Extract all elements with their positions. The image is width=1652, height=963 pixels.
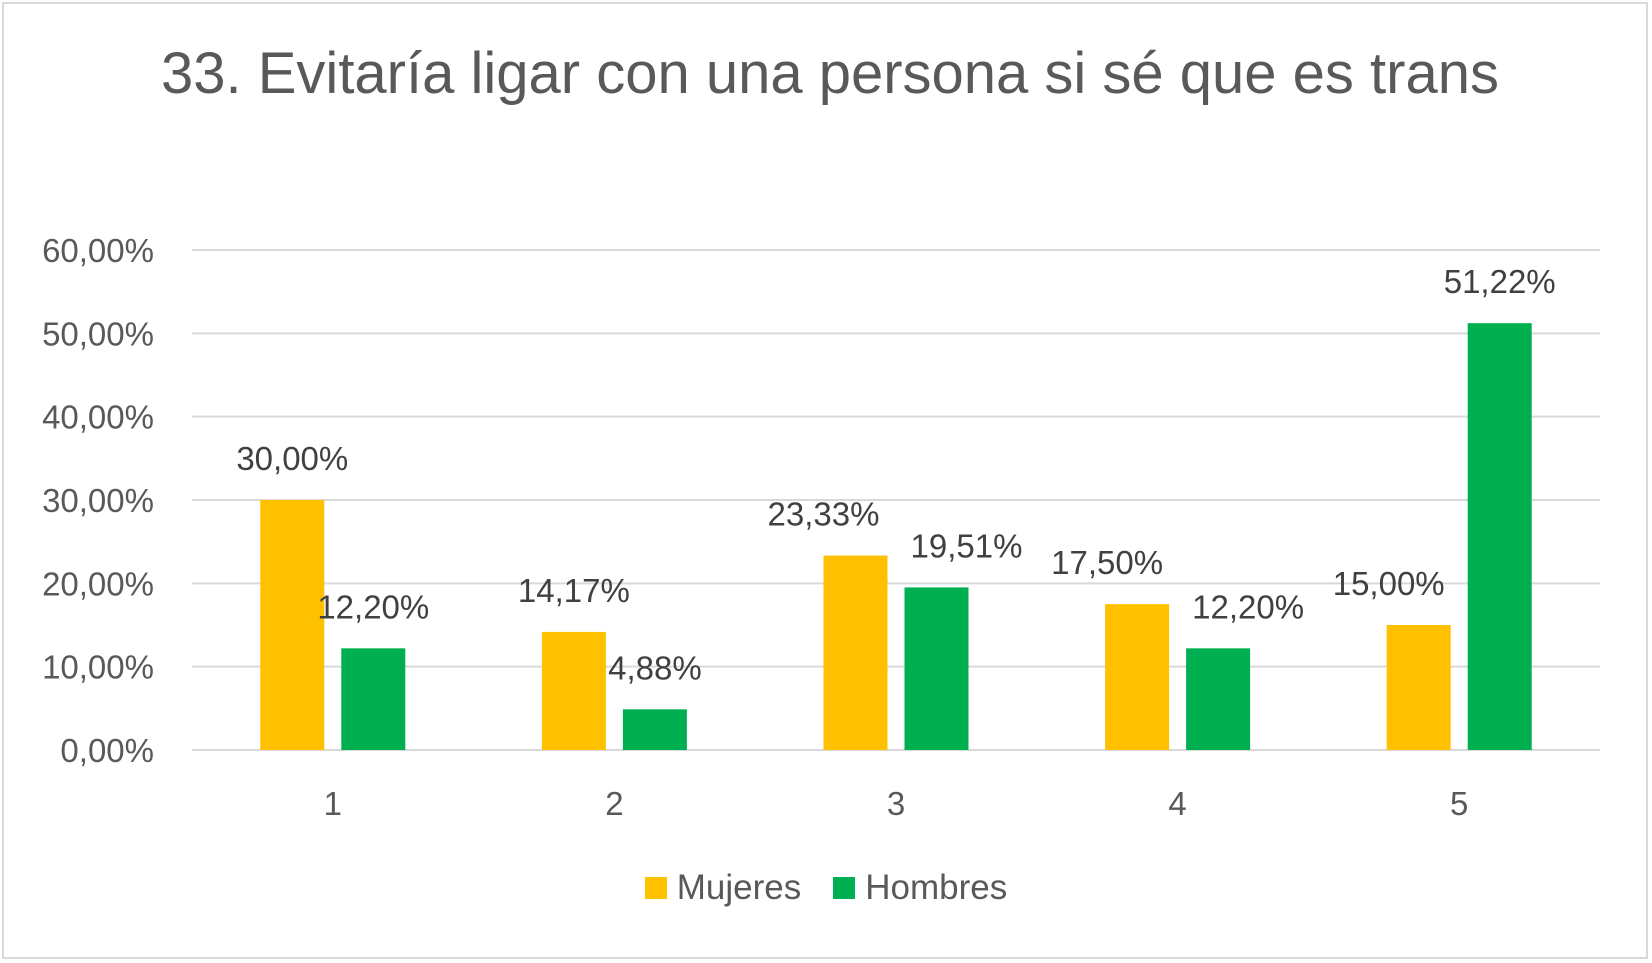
legend: Mujeres Hombres (0, 868, 1652, 908)
legend-swatch (644, 877, 667, 899)
y-tick-label: 20,00% (42, 565, 154, 602)
bar-hombres-2 (622, 709, 687, 750)
x-tick-label: 5 (1450, 785, 1468, 822)
bar-mujeres-1 (260, 500, 325, 750)
y-tick-label: 60,00% (42, 232, 154, 269)
legend-label: Mujeres (676, 868, 802, 907)
bar-hombres-1 (341, 648, 406, 750)
bar-mujeres-4 (1105, 604, 1170, 750)
bar-hombres-5 (1467, 323, 1532, 750)
chart-title: 33. Evitaría ligar con una persona si sé… (161, 41, 1499, 106)
x-tick-label: 3 (887, 785, 905, 822)
legend-item-mujeres: Mujeres (644, 868, 802, 908)
bar-mujeres-2 (541, 631, 606, 750)
data-label-mujeres-3: 23,33% (768, 496, 880, 533)
data-label-mujeres-5: 15,00% (1333, 565, 1445, 602)
x-tick-label: 2 (605, 785, 623, 822)
data-label-hombres-4: 12,20% (1192, 588, 1304, 625)
bar-hombres-4 (1186, 648, 1251, 750)
y-tick-label: 50,00% (42, 315, 154, 352)
legend-swatch (833, 877, 856, 899)
bar-hombres-3 (904, 587, 969, 750)
y-tick-label: 0,00% (60, 732, 154, 769)
data-label-mujeres-1: 30,00% (236, 440, 348, 477)
y-tick-label: 40,00% (42, 399, 154, 436)
legend-label: Hombres (865, 868, 1008, 907)
data-label-hombres-2: 4,88% (608, 649, 702, 686)
legend-item-hombres: Hombres (833, 868, 1007, 908)
data-label-hombres-1: 12,20% (317, 588, 429, 625)
bar-mujeres-5 (1386, 625, 1451, 750)
y-tick-label: 30,00% (42, 482, 154, 519)
y-tick-label: 10,00% (42, 649, 154, 686)
data-label-mujeres-2: 14,17% (518, 572, 630, 609)
x-tick-label: 4 (1168, 785, 1186, 822)
x-tick-label: 1 (324, 785, 342, 822)
bar-mujeres-3 (823, 555, 888, 750)
data-label-hombres-5: 51,22% (1444, 263, 1556, 300)
data-label-mujeres-4: 17,50% (1051, 544, 1163, 581)
data-label-hombres-3: 19,51% (911, 527, 1023, 564)
